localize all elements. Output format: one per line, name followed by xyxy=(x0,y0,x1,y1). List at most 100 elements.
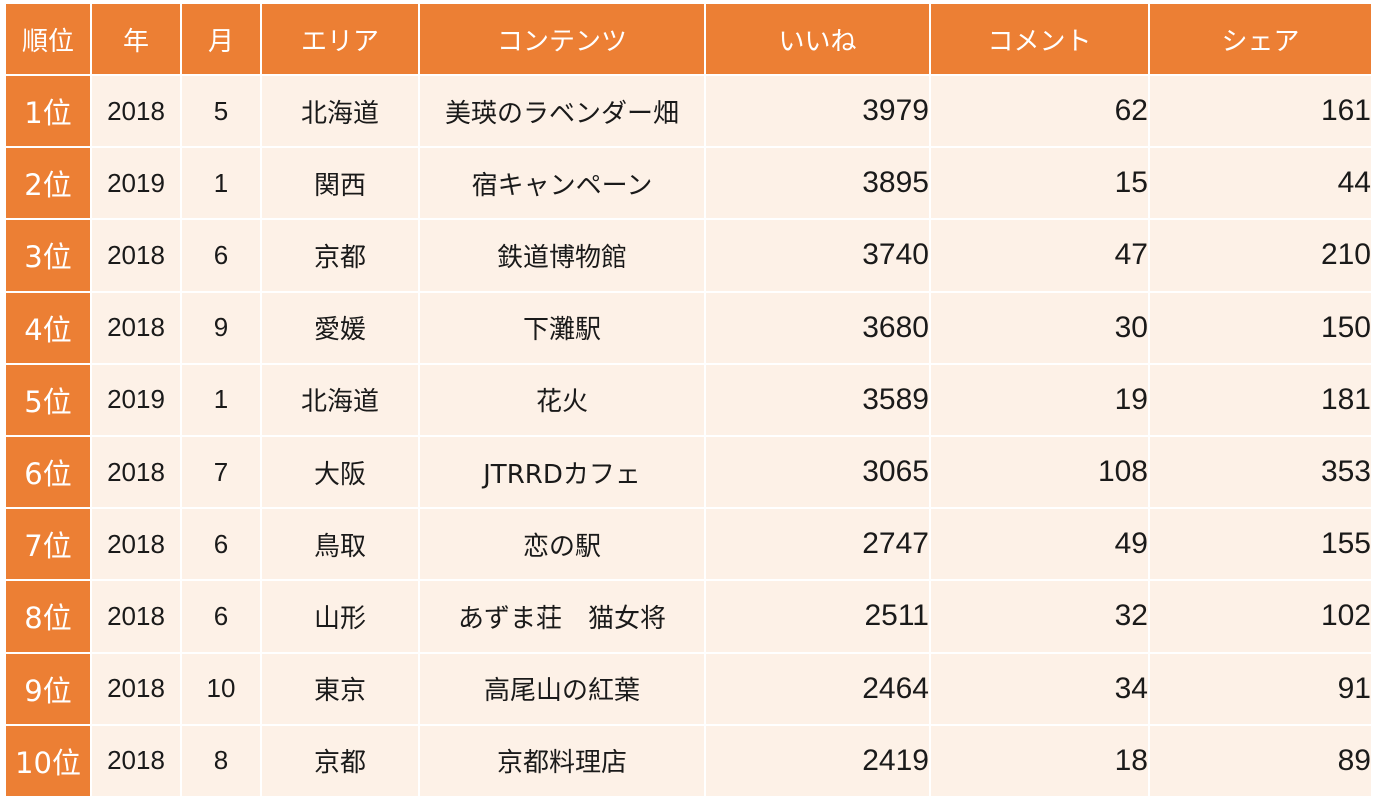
comments-cell: 15 xyxy=(931,148,1150,221)
content-cell: 下灘駅 xyxy=(420,292,706,365)
header-content: コンテンツ xyxy=(420,4,706,76)
year-cell: 2018 xyxy=(92,725,182,798)
area-cell: 東京 xyxy=(262,653,420,726)
shares-cell: 210 xyxy=(1150,220,1371,293)
shares-cell: 155 xyxy=(1150,509,1371,582)
area-cell: 北海道 xyxy=(262,76,420,149)
shares-cell: 353 xyxy=(1150,436,1371,510)
content-cell: 京都料理店 xyxy=(420,725,706,798)
area-cell: 大阪 xyxy=(262,436,420,510)
month-cell: 10 xyxy=(182,653,262,726)
content-cell: 宿キャンペーン xyxy=(420,148,706,221)
table-row: 1位 2018 5 北海道 美瑛のラベンダー畑 3979 62 161 xyxy=(6,76,1371,149)
likes-cell: 3589 xyxy=(706,364,931,437)
comments-cell: 18 xyxy=(931,725,1150,798)
shares-cell: 89 xyxy=(1150,725,1371,798)
comments-cell: 108 xyxy=(931,436,1150,510)
month-cell: 1 xyxy=(182,364,262,437)
likes-cell: 3680 xyxy=(706,292,931,365)
content-cell: 美瑛のラベンダー畑 xyxy=(420,76,706,149)
year-cell: 2018 xyxy=(92,76,182,149)
shares-cell: 161 xyxy=(1150,76,1371,149)
header-shares: シェア xyxy=(1150,4,1371,76)
month-cell: 6 xyxy=(182,581,262,654)
year-cell: 2019 xyxy=(92,148,182,221)
table-row: 6位 2018 7 大阪 JTRRDカフェ 3065 108 353 xyxy=(6,436,1371,510)
rank-cell: 2位 xyxy=(6,148,92,221)
content-cell: 高尾山の紅葉 xyxy=(420,653,706,726)
header-year: 年 xyxy=(92,4,182,76)
year-cell: 2018 xyxy=(92,220,182,293)
content-cell: 花火 xyxy=(420,364,706,437)
table-row: 2位 2019 1 関西 宿キャンペーン 3895 15 44 xyxy=(6,148,1371,221)
table-row: 3位 2018 6 京都 鉄道博物館 3740 47 210 xyxy=(6,220,1371,293)
likes-cell: 2511 xyxy=(706,581,931,654)
rank-cell: 10位 xyxy=(6,725,92,798)
area-cell: 関西 xyxy=(262,148,420,221)
content-cell: 恋の駅 xyxy=(420,509,706,582)
area-cell: 愛媛 xyxy=(262,292,420,365)
area-cell: 京都 xyxy=(262,220,420,293)
likes-cell: 3979 xyxy=(706,76,931,149)
header-comments: コメント xyxy=(931,4,1150,76)
rank-cell: 8位 xyxy=(6,581,92,654)
comments-cell: 19 xyxy=(931,364,1150,437)
table-row: 8位 2018 6 山形 あずま荘 猫女将 2511 32 102 xyxy=(6,581,1371,654)
ranking-table: 順位 年 月 エリア コンテンツ いいね コメント シェア 1位 2018 5 … xyxy=(6,4,1371,798)
area-cell: 山形 xyxy=(262,581,420,654)
header-area: エリア xyxy=(262,4,420,76)
area-cell: 京都 xyxy=(262,725,420,798)
month-cell: 9 xyxy=(182,292,262,365)
table-row: 9位 2018 10 東京 高尾山の紅葉 2464 34 91 xyxy=(6,653,1371,726)
shares-cell: 150 xyxy=(1150,292,1371,365)
header-month: 月 xyxy=(182,4,262,76)
likes-cell: 3740 xyxy=(706,220,931,293)
month-cell: 8 xyxy=(182,725,262,798)
year-cell: 2018 xyxy=(92,581,182,654)
table-row: 5位 2019 1 北海道 花火 3589 19 181 xyxy=(6,364,1371,437)
likes-cell: 2747 xyxy=(706,509,931,582)
rank-cell: 4位 xyxy=(6,292,92,365)
rank-cell: 6位 xyxy=(6,436,92,510)
likes-cell: 2464 xyxy=(706,653,931,726)
shares-cell: 181 xyxy=(1150,364,1371,437)
year-cell: 2018 xyxy=(92,436,182,510)
area-cell: 鳥取 xyxy=(262,509,420,582)
rank-cell: 3位 xyxy=(6,220,92,293)
likes-cell: 2419 xyxy=(706,725,931,798)
shares-cell: 44 xyxy=(1150,148,1371,221)
content-cell: 鉄道博物館 xyxy=(420,220,706,293)
shares-cell: 102 xyxy=(1150,581,1371,654)
comments-cell: 47 xyxy=(931,220,1150,293)
likes-cell: 3895 xyxy=(706,148,931,221)
year-cell: 2018 xyxy=(92,292,182,365)
month-cell: 6 xyxy=(182,509,262,582)
rank-cell: 7位 xyxy=(6,509,92,582)
month-cell: 6 xyxy=(182,220,262,293)
rank-cell: 1位 xyxy=(6,76,92,149)
year-cell: 2018 xyxy=(92,653,182,726)
year-cell: 2018 xyxy=(92,509,182,582)
area-cell: 北海道 xyxy=(262,364,420,437)
table-row: 7位 2018 6 鳥取 恋の駅 2747 49 155 xyxy=(6,509,1371,582)
table-header: 順位 年 月 エリア コンテンツ いいね コメント シェア xyxy=(6,4,1371,76)
comments-cell: 32 xyxy=(931,581,1150,654)
rank-cell: 9位 xyxy=(6,653,92,726)
table-body: 1位 2018 5 北海道 美瑛のラベンダー畑 3979 62 161 2位 2… xyxy=(6,76,1371,798)
likes-cell: 3065 xyxy=(706,436,931,510)
rank-cell: 5位 xyxy=(6,364,92,437)
month-cell: 1 xyxy=(182,148,262,221)
content-cell: あずま荘 猫女将 xyxy=(420,581,706,654)
shares-cell: 91 xyxy=(1150,653,1371,726)
header-rank: 順位 xyxy=(6,4,92,76)
year-cell: 2019 xyxy=(92,364,182,437)
comments-cell: 62 xyxy=(931,76,1150,149)
table-row: 10位 2018 8 京都 京都料理店 2419 18 89 xyxy=(6,725,1371,798)
comments-cell: 30 xyxy=(931,292,1150,365)
header-row: 順位 年 月 エリア コンテンツ いいね コメント シェア xyxy=(6,4,1371,76)
month-cell: 7 xyxy=(182,436,262,510)
month-cell: 5 xyxy=(182,76,262,149)
header-likes: いいね xyxy=(706,4,931,76)
content-cell: JTRRDカフェ xyxy=(420,436,706,510)
